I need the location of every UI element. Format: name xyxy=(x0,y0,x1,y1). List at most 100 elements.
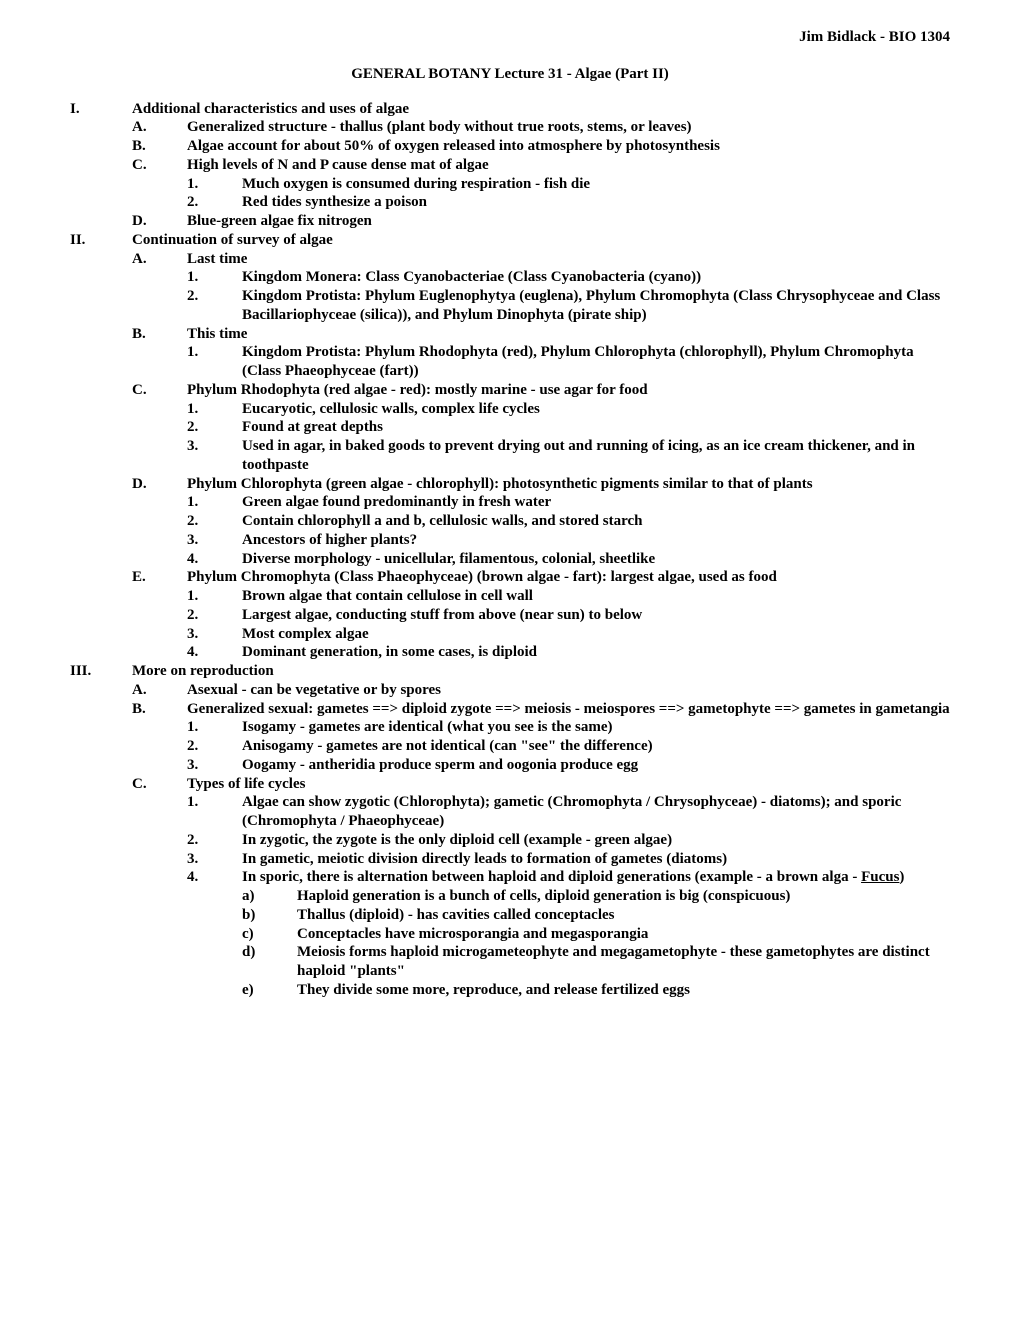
num-label: 1. xyxy=(187,175,242,194)
outline-num: 4. Diverse morphology - unicellular, fil… xyxy=(70,550,950,569)
letter-label: A. xyxy=(132,250,187,269)
num-text: Green algae found predominantly in fresh… xyxy=(242,493,950,512)
letter-text: Last time xyxy=(187,250,950,269)
outline-num: 3. Most complex algae xyxy=(70,625,950,644)
num-label: 2. xyxy=(187,606,242,625)
outline-letter: A. Last time xyxy=(70,250,950,269)
outline-letter: D. Phylum Chlorophyta (green algae - chl… xyxy=(70,475,950,494)
outline-subletter: d) Meiosis forms haploid microgameteophy… xyxy=(70,943,950,981)
letter-label: D. xyxy=(132,475,187,494)
num-text: Oogamy - antheridia produce sperm and oo… xyxy=(242,756,950,775)
outline-subletter: b) Thallus (diploid) - has cavities call… xyxy=(70,906,950,925)
num-text: Anisogamy - gametes are not identical (c… xyxy=(242,737,950,756)
num-text: Much oxygen is consumed during respirati… xyxy=(242,175,950,194)
outline-num: 2. Anisogamy - gametes are not identical… xyxy=(70,737,950,756)
outline-num: 3. Used in agar, in baked goods to preve… xyxy=(70,437,950,475)
letter-label: B. xyxy=(132,325,187,344)
num-text-underline: Fucus xyxy=(861,869,899,885)
outline-letter: E. Phylum Chromophyta (Class Phaeophycea… xyxy=(70,568,950,587)
letter-text: Blue-green algae fix nitrogen xyxy=(187,212,950,231)
outline-letter: D. Blue-green algae fix nitrogen xyxy=(70,212,950,231)
num-text: Used in agar, in baked goods to prevent … xyxy=(242,437,950,475)
outline-num: 1. Kingdom Protista: Phylum Rhodophyta (… xyxy=(70,343,950,381)
num-label: 3. xyxy=(187,756,242,775)
outline-num: 1. Algae can show zygotic (Chlorophyta);… xyxy=(70,793,950,831)
outline-letter: C. High levels of N and P cause dense ma… xyxy=(70,156,950,175)
num-text: Diverse morphology - unicellular, filame… xyxy=(242,550,950,569)
letter-label: C. xyxy=(132,156,187,175)
letter-label: C. xyxy=(132,381,187,400)
outline-num: 1. Kingdom Monera: Class Cyanobacteriae … xyxy=(70,268,950,287)
num-text: Most complex algae xyxy=(242,625,950,644)
subletter-label: d) xyxy=(242,943,297,962)
num-text: Kingdom Protista: Phylum Rhodophyta (red… xyxy=(242,343,950,381)
outline-num: 2. In zygotic, the zygote is the only di… xyxy=(70,831,950,850)
outline-subletter: c) Conceptacles have microsporangia and … xyxy=(70,925,950,944)
header-right: Jim Bidlack - BIO 1304 xyxy=(70,28,950,47)
letter-label: C. xyxy=(132,775,187,794)
num-label: 2. xyxy=(187,287,242,306)
subletter-text: Haploid generation is a bunch of cells, … xyxy=(297,887,950,906)
letter-text: Types of life cycles xyxy=(187,775,950,794)
num-label: 1. xyxy=(187,718,242,737)
roman-label: I. xyxy=(70,100,132,119)
num-label: 2. xyxy=(187,737,242,756)
num-text-pre: In sporic, there is alternation between … xyxy=(242,869,861,885)
letter-label: B. xyxy=(132,137,187,156)
outline-letter: A. Asexual - can be vegetative or by spo… xyxy=(70,681,950,700)
num-label: 3. xyxy=(187,437,242,456)
subletter-text: Conceptacles have microsporangia and meg… xyxy=(297,925,950,944)
letter-text: This time xyxy=(187,325,950,344)
subletter-label: a) xyxy=(242,887,297,906)
num-text: Isogamy - gametes are identical (what yo… xyxy=(242,718,950,737)
outline-roman-I: I. Additional characteristics and uses o… xyxy=(70,100,950,119)
letter-text: Phylum Rhodophyta (red algae - red): mos… xyxy=(187,381,950,400)
num-text: In zygotic, the zygote is the only diplo… xyxy=(242,831,950,850)
num-text-post: ) xyxy=(899,869,904,885)
roman-text: Continuation of survey of algae xyxy=(132,231,950,250)
num-label: 4. xyxy=(187,643,242,662)
num-text: Dominant generation, in some cases, is d… xyxy=(242,643,950,662)
letter-label: A. xyxy=(132,681,187,700)
subletter-label: b) xyxy=(242,906,297,925)
num-text: Kingdom Monera: Class Cyanobacteriae (Cl… xyxy=(242,268,950,287)
subletter-text: They divide some more, reproduce, and re… xyxy=(297,981,950,1000)
letter-text: Asexual - can be vegetative or by spores xyxy=(187,681,950,700)
num-label: 3. xyxy=(187,625,242,644)
num-text: Red tides synthesize a poison xyxy=(242,193,950,212)
num-text: Algae can show zygotic (Chlorophyta); ga… xyxy=(242,793,950,831)
num-text: Found at great depths xyxy=(242,418,950,437)
subletter-label: c) xyxy=(242,925,297,944)
num-label: 1. xyxy=(187,493,242,512)
num-label: 2. xyxy=(187,512,242,531)
subletter-label: e) xyxy=(242,981,297,1000)
letter-label: B. xyxy=(132,700,187,719)
outline-subletter: a) Haploid generation is a bunch of cell… xyxy=(70,887,950,906)
outline-num: 1. Eucaryotic, cellulosic walls, complex… xyxy=(70,400,950,419)
outline-roman-III: III. More on reproduction xyxy=(70,662,950,681)
outline-letter: B. Algae account for about 50% of oxygen… xyxy=(70,137,950,156)
num-label: 4. xyxy=(187,550,242,569)
num-text: Largest algae, conducting stuff from abo… xyxy=(242,606,950,625)
outline-num: 2. Found at great depths xyxy=(70,418,950,437)
outline-num: 2. Kingdom Protista: Phylum Euglenophyty… xyxy=(70,287,950,325)
outline-num: 1. Much oxygen is consumed during respir… xyxy=(70,175,950,194)
subletter-text: Thallus (diploid) - has cavities called … xyxy=(297,906,950,925)
letter-text: Phylum Chlorophyta (green algae - chloro… xyxy=(187,475,950,494)
roman-label: II. xyxy=(70,231,132,250)
roman-label: III. xyxy=(70,662,132,681)
outline-num: 4. In sporic, there is alternation betwe… xyxy=(70,868,950,887)
num-label: 3. xyxy=(187,850,242,869)
num-label: 1. xyxy=(187,268,242,287)
num-text: Eucaryotic, cellulosic walls, complex li… xyxy=(242,400,950,419)
num-label: 1. xyxy=(187,400,242,419)
num-text: Brown algae that contain cellulose in ce… xyxy=(242,587,950,606)
num-label: 2. xyxy=(187,193,242,212)
num-text: In sporic, there is alternation between … xyxy=(242,868,950,887)
roman-text: Additional characteristics and uses of a… xyxy=(132,100,950,119)
num-label: 1. xyxy=(187,343,242,362)
letter-text: Generalized structure - thallus (plant b… xyxy=(187,118,950,137)
letter-label: A. xyxy=(132,118,187,137)
outline-num: 3. Oogamy - antheridia produce sperm and… xyxy=(70,756,950,775)
outline-letter: C. Types of life cycles xyxy=(70,775,950,794)
